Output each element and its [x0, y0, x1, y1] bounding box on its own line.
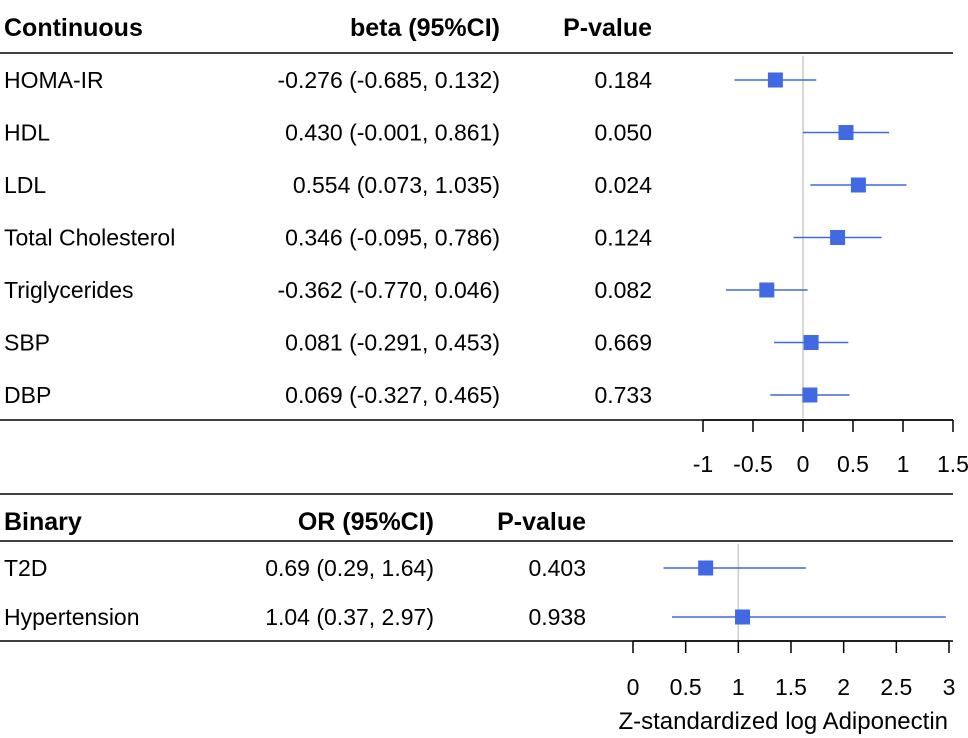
continuous-row: LDL 0.554 (0.073, 1.035) 0.024: [4, 172, 907, 198]
binary-point-estimate: [735, 609, 751, 625]
continuous-point-estimate: [759, 282, 775, 298]
binary-tick-label: 2.5: [880, 674, 912, 700]
continuous-row-label: Triglycerides: [4, 277, 134, 303]
continuous-row-estimate: 0.346 (-0.095, 0.786): [285, 225, 500, 251]
continuous-header-label: Continuous: [4, 14, 143, 42]
continuous-row-label: LDL: [4, 172, 46, 198]
binary-tick-label: 0.5: [670, 674, 702, 700]
continuous-panel: Continuous beta (95%CI) P-value HOMA-IR -…: [0, 14, 968, 477]
continuous-point-estimate: [802, 387, 818, 403]
continuous-row-estimate: 0.430 (-0.001, 0.861): [285, 120, 500, 146]
continuous-row-label: DBP: [4, 382, 51, 408]
continuous-row-pvalue: 0.733: [594, 382, 652, 408]
continuous-row-label: HOMA-IR: [4, 67, 104, 93]
continuous-row: HOMA-IR -0.276 (-0.685, 0.132) 0.184: [4, 67, 817, 93]
continuous-point-estimate: [803, 335, 819, 350]
binary-tick-label: 1.5: [775, 674, 807, 700]
binary-row-label: Hypertension: [4, 604, 140, 630]
binary-tick-label: 0: [627, 674, 640, 700]
binary-row-pvalue: 0.403: [528, 555, 586, 581]
binary-point-estimate: [698, 560, 714, 576]
continuous-header-estimate: beta (95%CI): [350, 14, 500, 42]
continuous-tick-label: 1.5: [937, 451, 968, 477]
binary-header-label: Binary: [4, 508, 82, 536]
continuous-row-estimate: -0.362 (-0.770, 0.046): [278, 277, 500, 303]
continuous-row-label: HDL: [4, 120, 50, 146]
binary-header-estimate: OR (95%CI): [298, 508, 434, 536]
x-axis-label: Z-standardized log Adiponectin: [618, 708, 948, 735]
continuous-row-pvalue: 0.050: [594, 120, 652, 146]
continuous-row-estimate: 0.554 (0.073, 1.035): [293, 172, 500, 198]
continuous-row-label: SBP: [4, 330, 50, 356]
continuous-tick-label: -1: [693, 451, 713, 477]
continuous-row-pvalue: 0.124: [594, 225, 652, 251]
binary-tick-label: 1: [732, 674, 745, 700]
continuous-row: SBP 0.081 (-0.291, 0.453) 0.669: [4, 330, 849, 356]
continuous-tick-label: 0.5: [837, 451, 869, 477]
binary-row-estimate: 1.04 (0.37, 2.97): [265, 604, 434, 630]
continuous-tick-label: -0.5: [733, 451, 773, 477]
continuous-header-pvalue: P-value: [563, 14, 652, 42]
continuous-row: Triglycerides -0.362 (-0.770, 0.046) 0.082: [4, 277, 808, 303]
continuous-row-pvalue: 0.024: [594, 172, 652, 198]
continuous-point-estimate: [767, 72, 783, 88]
continuous-row-estimate: -0.276 (-0.685, 0.132): [278, 67, 500, 93]
binary-panel: Binary OR (95%CI) P-value T2D 0.69 (0.29,…: [0, 493, 956, 700]
continuous-point-estimate: [830, 230, 846, 245]
continuous-row: Total Cholesterol 0.346 (-0.095, 0.786) 0.…: [4, 225, 882, 251]
continuous-row-pvalue: 0.082: [594, 277, 652, 303]
binary-row: T2D 0.69 (0.29, 1.64) 0.403: [4, 555, 806, 581]
continuous-point-estimate: [838, 125, 854, 140]
continuous-point-estimate: [850, 177, 866, 193]
continuous-row-estimate: 0.069 (-0.327, 0.465): [285, 382, 500, 408]
binary-header-pvalue: P-value: [497, 508, 586, 536]
continuous-row-pvalue: 0.669: [594, 330, 652, 356]
binary-row-pvalue: 0.938: [528, 604, 586, 630]
continuous-row: HDL 0.430 (-0.001, 0.861) 0.050: [4, 120, 890, 146]
continuous-tick-label: 0: [797, 451, 810, 477]
binary-row: Hypertension 1.04 (0.37, 2.97) 0.938: [4, 604, 946, 630]
continuous-row: DBP 0.069 (-0.327, 0.465) 0.733: [4, 382, 850, 408]
binary-tick-label: 3: [943, 674, 956, 700]
continuous-row-label: Total Cholesterol: [4, 225, 175, 251]
binary-tick-label: 2: [837, 674, 850, 700]
continuous-row-pvalue: 0.184: [594, 67, 652, 93]
continuous-tick-label: 1: [897, 451, 910, 477]
binary-row-label: T2D: [4, 555, 47, 581]
continuous-row-estimate: 0.081 (-0.291, 0.453): [285, 330, 500, 356]
binary-row-estimate: 0.69 (0.29, 1.64): [265, 555, 434, 581]
